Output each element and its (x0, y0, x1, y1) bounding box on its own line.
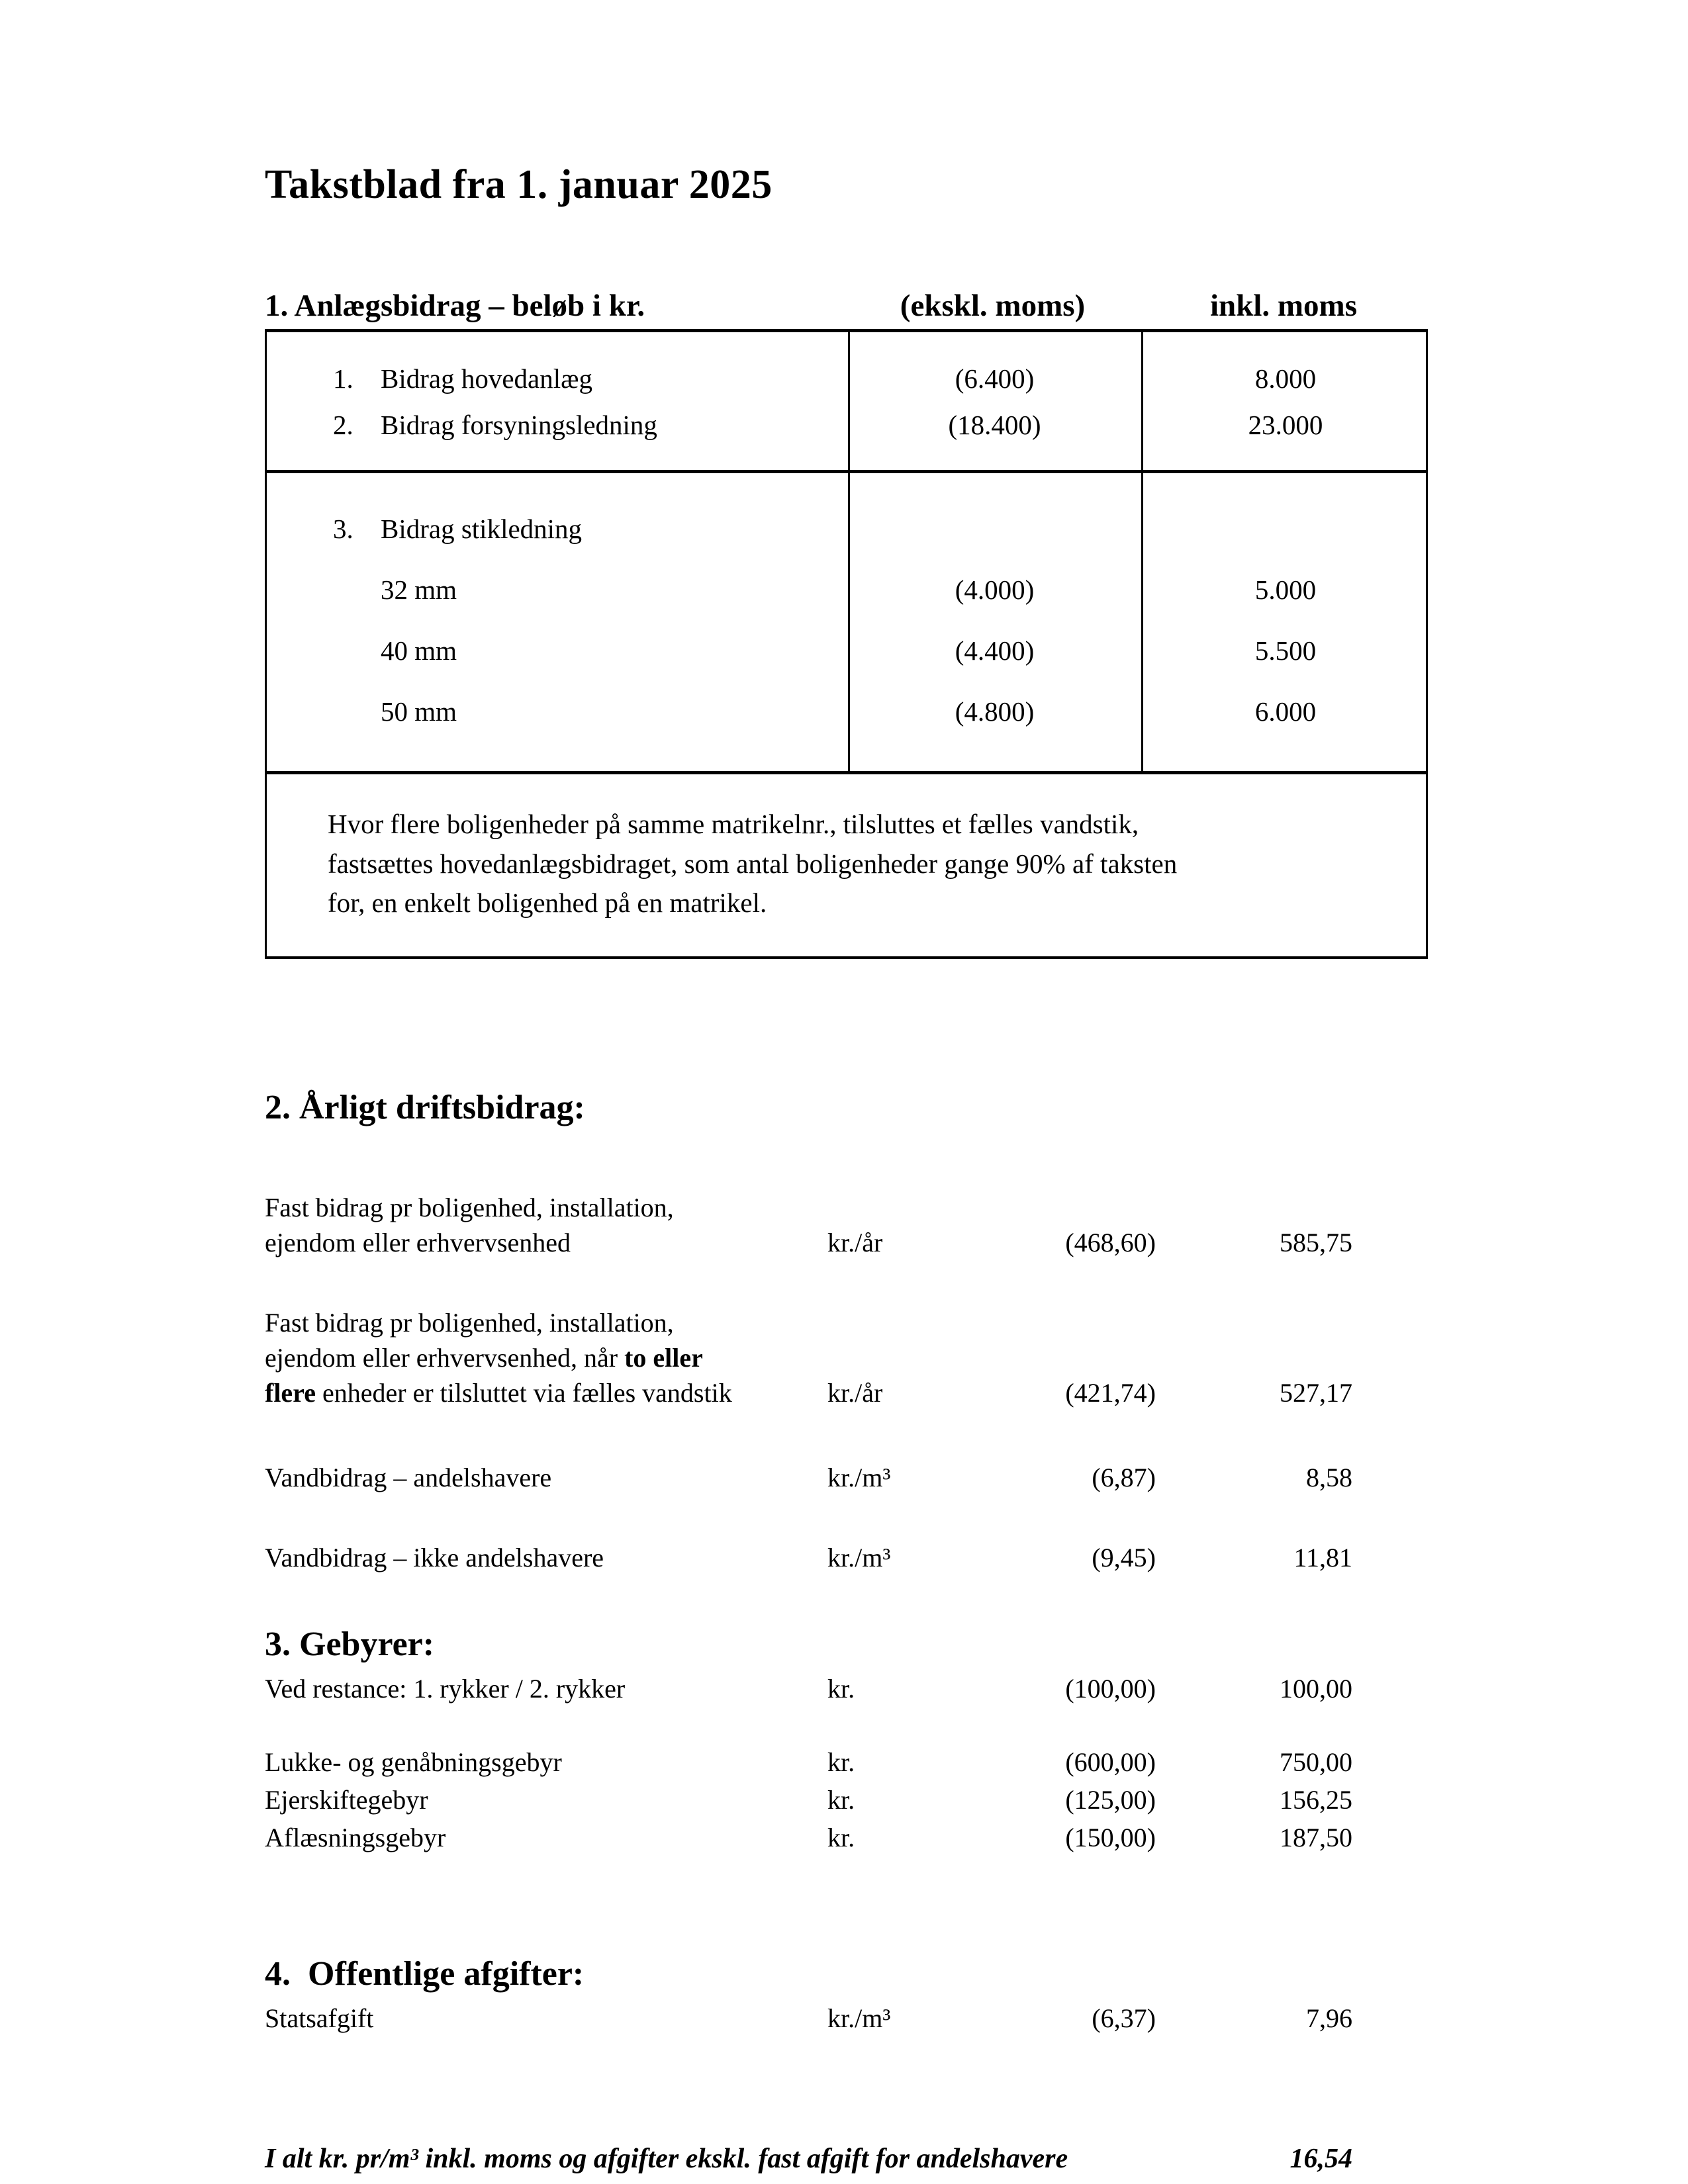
row-number: 2. (333, 410, 353, 441)
fee-ekskl-value: (150,00) (1065, 1823, 1156, 1853)
fee-label: Lukke- og genåbningsgebyr (265, 1747, 562, 1778)
fee-row: Vandbidrag – ikke andelshavere kr./m³ (9… (265, 1540, 1428, 1575)
table-row: 32 mm (4.000) 5.000 (267, 571, 1426, 608)
fee-row: Vandbidrag – andelshavere kr./m³ (6,87) … (265, 1460, 1428, 1495)
row-ekskl-value: (6.400) (955, 363, 1035, 394)
row-inkl-value: 23.000 (1248, 410, 1323, 441)
fee-unit: kr./m³ (827, 1543, 891, 1573)
section3-heading: 3. Gebyrer: (265, 1625, 435, 1664)
fee-ekskl-value: (421,74) (1065, 1378, 1156, 1408)
fee-label: Fast bidrag pr boligenhed, installation,… (265, 1193, 674, 1258)
fee-inkl-value: 187,50 (1280, 1823, 1352, 1853)
column-header-ekskl-moms: (ekskl. moms) (900, 289, 1086, 324)
anlaegsbidrag-table-body: 1. Bidrag hovedanlæg (6.400) 8.000 2. Bidr… (267, 332, 1426, 772)
table-column-divider (848, 332, 850, 772)
fee-row: Statsafgift kr./m³ (6,37) 7,96 (265, 2001, 1428, 2036)
fee-inkl-value: 527,17 (1280, 1378, 1352, 1408)
row-label-cell: 3. Bidrag stikledning (267, 510, 848, 547)
row-inkl-value: 5.500 (1254, 635, 1317, 666)
fee-inkl-value: 585,75 (1280, 1228, 1352, 1258)
row-inkl-value: 6.000 (1254, 696, 1317, 727)
row-ekskl-value (848, 510, 1141, 547)
fee-ekskl-value: (468,60) (1065, 1228, 1156, 1258)
fee-inkl-value: 750,00 (1280, 1747, 1352, 1778)
fee-row: Ejerskiftegebyr kr. (125,00) 156,25 (265, 1782, 1428, 1817)
fee-unit: kr. (827, 1823, 855, 1853)
section1-header-row: 1. Anlægsbidrag – beløb i kr. (ekskl. mo… (265, 288, 1428, 324)
table-row: 3. Bidrag stikledning (267, 510, 1426, 547)
fee-ekskl-value: (125,00) (1065, 1785, 1156, 1815)
page-title: Takstblad fra 1. januar 2025 (265, 162, 773, 207)
section2-heading: 2. Årligt driftsbidrag: (265, 1088, 585, 1126)
row-label: 50 mm (381, 696, 457, 727)
row-label: Bidrag hovedanlæg (381, 363, 592, 394)
fee-ekskl-value: (600,00) (1065, 1747, 1156, 1778)
table-row: 40 mm (4.400) 5.500 (267, 632, 1426, 669)
section4-heading: 4. Offentlige afgifter: (265, 1955, 585, 1993)
fee-ekskl-value: (9,45) (1092, 1543, 1156, 1573)
row-number: 3. (333, 514, 353, 545)
table-column-divider (1141, 332, 1143, 772)
fee-label: Ved restance: 1. rykker / 2. rykker (265, 1674, 626, 1704)
fee-label: Ejerskiftegebyr (265, 1785, 428, 1815)
fee-label: Fast bidrag pr boligenhed, installation,… (265, 1308, 732, 1408)
total-row: I alt kr. pr/m³ inkl. moms og afgifter e… (265, 2142, 1428, 2177)
row-inkl-value: 8.000 (1254, 363, 1317, 394)
row-label: 40 mm (381, 635, 457, 666)
document-content: Takstblad fra 1. januar 2025 1. Anlægsbi… (265, 0, 1428, 2177)
row-ekskl-value: (18.400) (948, 410, 1041, 441)
table-row: 2. Bidrag forsyningsledning (18.400) 23.0… (267, 406, 1426, 443)
row-inkl-value (1141, 510, 1430, 547)
row-label: 32 mm (381, 574, 457, 606)
row-label-cell: 2. Bidrag forsyningsledning (267, 406, 848, 443)
fee-label: Statsafgift (265, 2003, 374, 2033)
row-ekskl-value: (4.800) (955, 696, 1035, 727)
fee-inkl-value: 100,00 (1280, 1674, 1352, 1704)
fee-label: Vandbidrag – andelshavere (265, 1463, 552, 1493)
fee-inkl-value: 7,96 (1306, 2003, 1352, 2033)
fee-inkl-value: 11,81 (1293, 1543, 1352, 1573)
fee-unit: kr./år (827, 1378, 883, 1408)
table-row: 1. Bidrag hovedanlæg (6.400) 8.000 (267, 360, 1426, 397)
total-label: I alt kr. pr/m³ inkl. moms og afgifter e… (265, 2143, 1068, 2174)
anlaegsbidrag-table: 1. Bidrag hovedanlæg (6.400) 8.000 2. Bidr… (265, 329, 1428, 959)
row-ekskl-value: (4.400) (955, 635, 1035, 666)
fee-unit: kr./m³ (827, 2003, 891, 2033)
fee-unit: kr. (827, 1785, 855, 1815)
fee-row: Aflæsningsgebyr kr. (150,00) 187,50 (265, 1820, 1428, 1855)
fee-inkl-value: 156,25 (1280, 1785, 1352, 1815)
row-label: Bidrag stikledning (381, 514, 583, 545)
fee-ekskl-value: (100,00) (1065, 1674, 1156, 1704)
fee-unit: kr./m³ (827, 1463, 891, 1493)
row-number: 1. (333, 363, 353, 394)
fee-unit: kr. (827, 1674, 855, 1704)
table-group-1: 1. Bidrag hovedanlæg (6.400) 8.000 2. Bidr… (267, 332, 1426, 470)
fee-ekskl-value: (6,37) (1092, 2003, 1156, 2033)
fee-unit: kr./år (827, 1228, 883, 1258)
fee-row: Fast bidrag pr boligenhed, installation,… (265, 1190, 1428, 1260)
fee-label: Vandbidrag – ikke andelshavere (265, 1543, 604, 1573)
table-row: 50 mm (4.800) 6.000 (267, 693, 1426, 730)
row-label: Bidrag forsyningsledning (381, 410, 657, 441)
fee-row: Fast bidrag pr boligenhed, installation,… (265, 1305, 1428, 1410)
row-inkl-value: 5.000 (1254, 574, 1317, 606)
total-value: 16,54 (1289, 2143, 1353, 2174)
fee-row: Ved restance: 1. rykker / 2. rykker kr. … (265, 1671, 1428, 1706)
fee-label: Aflæsningsgebyr (265, 1823, 446, 1853)
row-ekskl-value: (4.000) (955, 574, 1035, 606)
fee-inkl-value: 8,58 (1306, 1463, 1352, 1493)
fee-unit: kr. (827, 1747, 855, 1778)
fee-ekskl-value: (6,87) (1092, 1463, 1156, 1493)
fee-row: Lukke- og genåbningsgebyr kr. (600,00) 7… (265, 1745, 1428, 1780)
table-note: Hvor flere boligenheder på samme matrike… (267, 771, 1426, 956)
row-label-cell: 1. Bidrag hovedanlæg (267, 360, 848, 397)
column-header-inkl-moms: inkl. moms (1210, 289, 1357, 324)
section1-heading: 1. Anlægsbidrag – beløb i kr. (265, 289, 645, 324)
table-group-2: 3. Bidrag stikledning 32 mm (4.000) 5.000… (267, 470, 1426, 771)
